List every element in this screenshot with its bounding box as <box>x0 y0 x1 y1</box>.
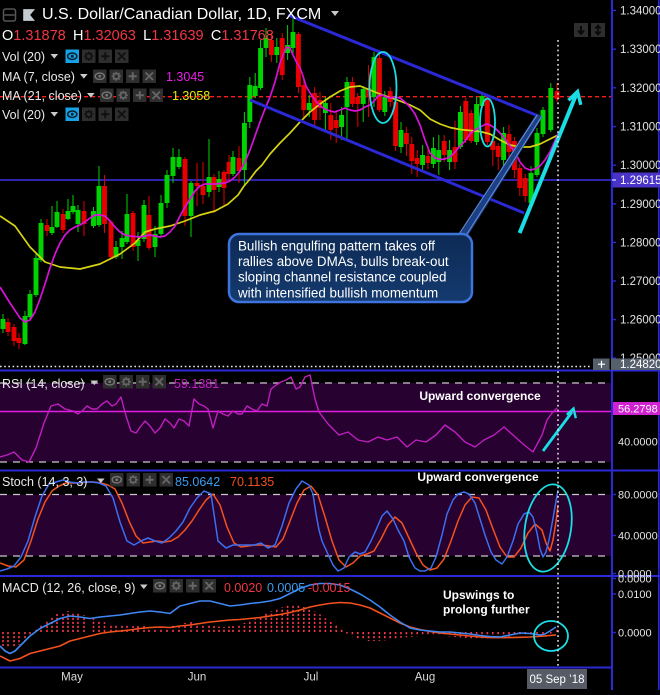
svg-text:Bullish engulfing pattern take: Bullish engulfing pattern takes off <box>238 239 435 254</box>
svg-text:40.0000: 40.0000 <box>618 437 658 449</box>
svg-text:1.31000: 1.31000 <box>620 122 660 134</box>
svg-text:0.0000: 0.0000 <box>618 628 652 640</box>
svg-text:85.0642: 85.0642 <box>175 475 220 489</box>
svg-text:Aug: Aug <box>415 672 435 684</box>
svg-text:U.S. Dollar/Canadian Dollar, 1: U.S. Dollar/Canadian Dollar, 1D, FXCM <box>42 6 321 23</box>
svg-text:Stoch (14, 3, 3): Stoch (14, 3, 3) <box>2 475 87 489</box>
svg-text:40.0000: 40.0000 <box>618 531 658 543</box>
svg-text:1.29615: 1.29615 <box>620 175 660 187</box>
svg-text:1.27000: 1.27000 <box>620 276 660 288</box>
svg-text:Vol (20): Vol (20) <box>2 108 45 122</box>
svg-text:Upward convergence: Upward convergence <box>417 470 539 484</box>
svg-text:70.1135: 70.1135 <box>230 475 274 489</box>
svg-text:1.32000: 1.32000 <box>620 83 660 95</box>
svg-text:0.0005: 0.0005 <box>267 581 305 595</box>
svg-text:sloping channel resistance cou: sloping channel resistance coupled <box>238 270 446 285</box>
svg-text:-0.0015: -0.0015 <box>308 581 350 595</box>
svg-text:rallies above DMAs, bulls brea: rallies above DMAs, bulls break-out <box>238 254 449 269</box>
svg-text:1.29000: 1.29000 <box>620 199 660 211</box>
svg-text:with intensified bullish momen: with intensified bullish momentum <box>237 285 438 300</box>
svg-text:56.2798: 56.2798 <box>618 404 658 416</box>
svg-text:prolong further: prolong further <box>443 603 530 617</box>
svg-text:RSI (14, close): RSI (14, close) <box>2 377 85 391</box>
svg-text:O1.31878 H1.32063 L1.31639 C1.: O1.31878 H1.32063 L1.31639 C1.31768 <box>2 28 274 44</box>
svg-text:Jun: Jun <box>188 672 207 684</box>
svg-text:Vol (20): Vol (20) <box>2 50 45 64</box>
svg-text:1.24820: 1.24820 <box>620 359 660 371</box>
svg-text:1.3045: 1.3045 <box>166 70 204 84</box>
svg-text:1.28000: 1.28000 <box>620 237 660 249</box>
svg-text:0.0020: 0.0020 <box>224 581 262 595</box>
svg-text:1.34000: 1.34000 <box>620 5 660 17</box>
svg-text:1.26000: 1.26000 <box>620 315 660 327</box>
svg-text:MA (21, close): MA (21, close) <box>2 89 82 103</box>
svg-text:1.33000: 1.33000 <box>620 44 660 56</box>
svg-text:80.0000: 80.0000 <box>618 490 658 502</box>
svg-text:1.3058: 1.3058 <box>172 89 210 103</box>
svg-text:05 Sep ’18: 05 Sep ’18 <box>530 674 585 686</box>
svg-text:0.0100: 0.0100 <box>618 589 652 601</box>
svg-text:Jul: Jul <box>304 672 319 684</box>
svg-text:0.0000: 0.0000 <box>618 574 652 586</box>
svg-text:1.30000: 1.30000 <box>620 160 660 172</box>
svg-text:May: May <box>61 672 83 684</box>
svg-text:Upward convergence: Upward convergence <box>419 389 541 403</box>
svg-text:MA (7, close): MA (7, close) <box>2 70 75 84</box>
svg-text:MACD (12, 26, close, 9): MACD (12, 26, close, 9) <box>2 581 135 595</box>
svg-text:0.0000: 0.0000 <box>618 569 652 581</box>
svg-text:Upswings to: Upswings to <box>443 588 514 602</box>
svg-text:59.1381: 59.1381 <box>174 377 219 391</box>
